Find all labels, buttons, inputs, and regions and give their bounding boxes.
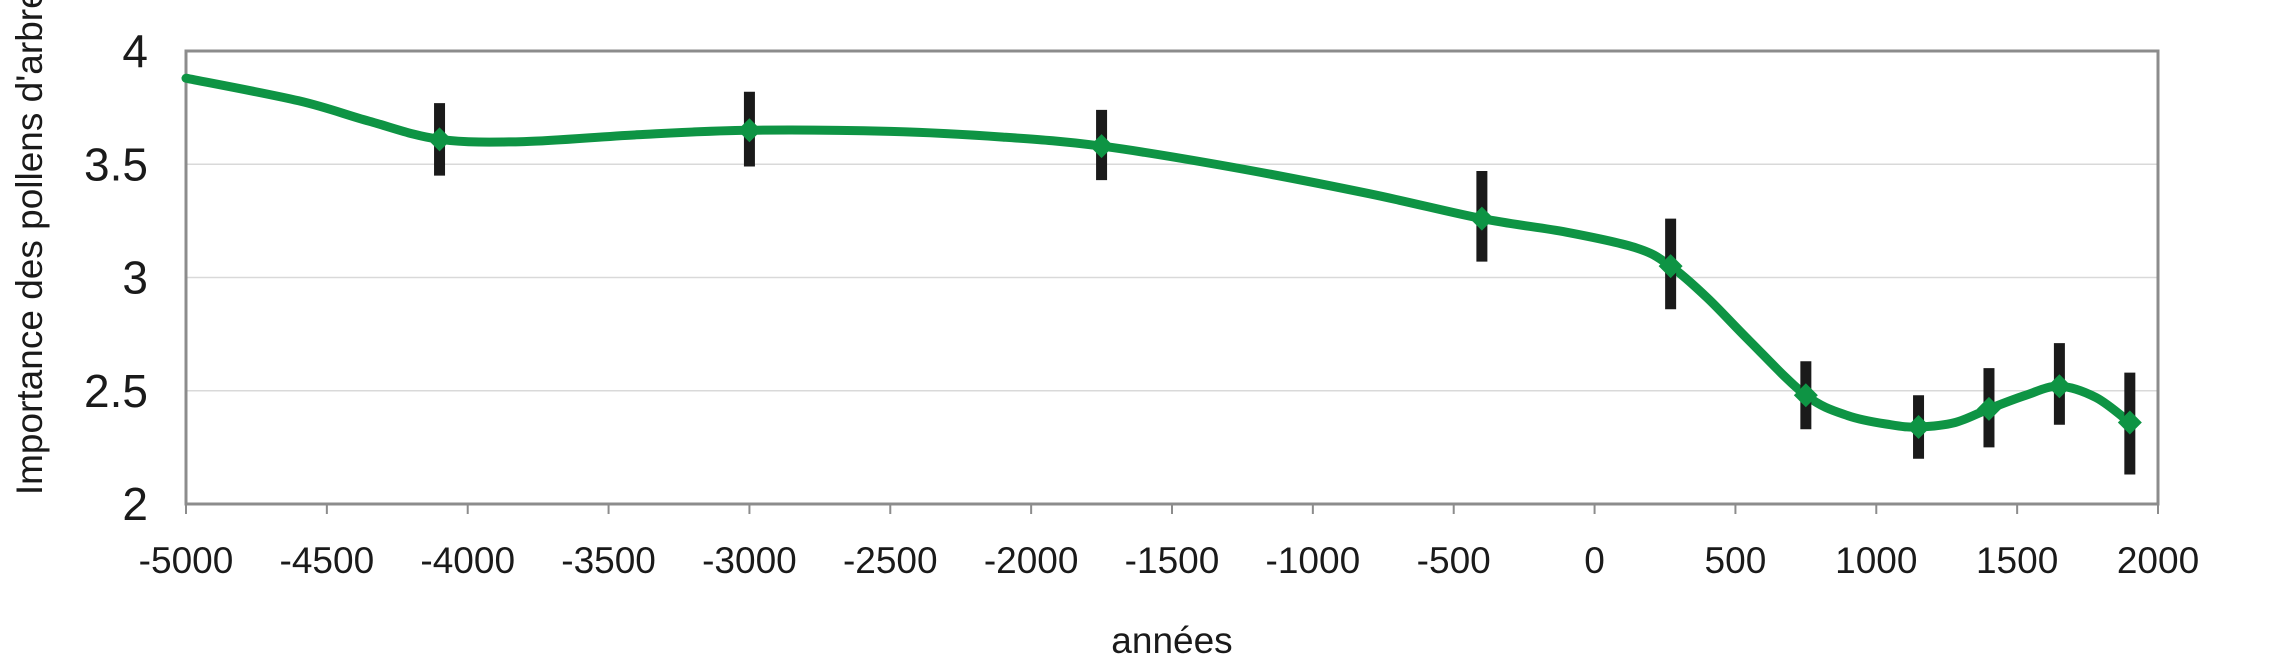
x-tick-label: -4500 — [280, 540, 375, 581]
y-tick-label: 2 — [122, 478, 148, 530]
data-point — [1089, 134, 1114, 159]
x-tick-label: -3000 — [702, 540, 797, 581]
y-axis-title: Importance des pollens d'arbres — [9, 0, 50, 495]
y-axis-tick-labels: 2 2.5 3 3.5 4 — [84, 25, 148, 530]
gridlines — [186, 163, 2158, 392]
x-tick-label: -2000 — [984, 540, 1079, 581]
x-axis-title: années — [1111, 620, 1232, 661]
x-tick-label: -4000 — [420, 540, 515, 581]
y-tick-label: 3.5 — [84, 138, 148, 190]
x-tick-label: 500 — [1705, 540, 1767, 581]
data-point — [2117, 410, 2142, 435]
x-tick-label: -3500 — [561, 540, 656, 581]
data-point — [1658, 254, 1683, 279]
x-axis-ticks — [185, 504, 2159, 514]
data-point — [1469, 206, 1494, 231]
data-point — [1976, 396, 2001, 421]
error-bars — [434, 91, 2136, 475]
x-tick-label: -500 — [1417, 540, 1491, 581]
data-point — [737, 118, 762, 143]
x-tick-label: -1500 — [1125, 540, 1220, 581]
data-point — [427, 127, 452, 152]
y-tick-label: 3 — [122, 252, 148, 304]
y-tick-label: 2.5 — [84, 365, 148, 417]
x-axis-tick-labels: -5000 -4500 -4000 -3500 -3000 -2500 -2000 -1500… — [139, 540, 2199, 581]
x-tick-label: 0 — [1584, 540, 1605, 581]
x-tick-label: -5000 — [139, 540, 234, 581]
x-tick-label: 1500 — [1976, 540, 2058, 581]
data-markers — [427, 118, 2142, 439]
y-tick-label: 4 — [122, 25, 148, 77]
data-point — [1906, 414, 1931, 439]
x-tick-label: 1000 — [1835, 540, 1917, 581]
x-tick-label: -2500 — [843, 540, 938, 581]
x-tick-label: 2000 — [2117, 540, 2199, 581]
x-tick-label: -1000 — [1266, 540, 1361, 581]
data-point — [1793, 383, 1818, 408]
data-point — [2047, 374, 2072, 399]
series-curve — [181, 73, 2135, 432]
